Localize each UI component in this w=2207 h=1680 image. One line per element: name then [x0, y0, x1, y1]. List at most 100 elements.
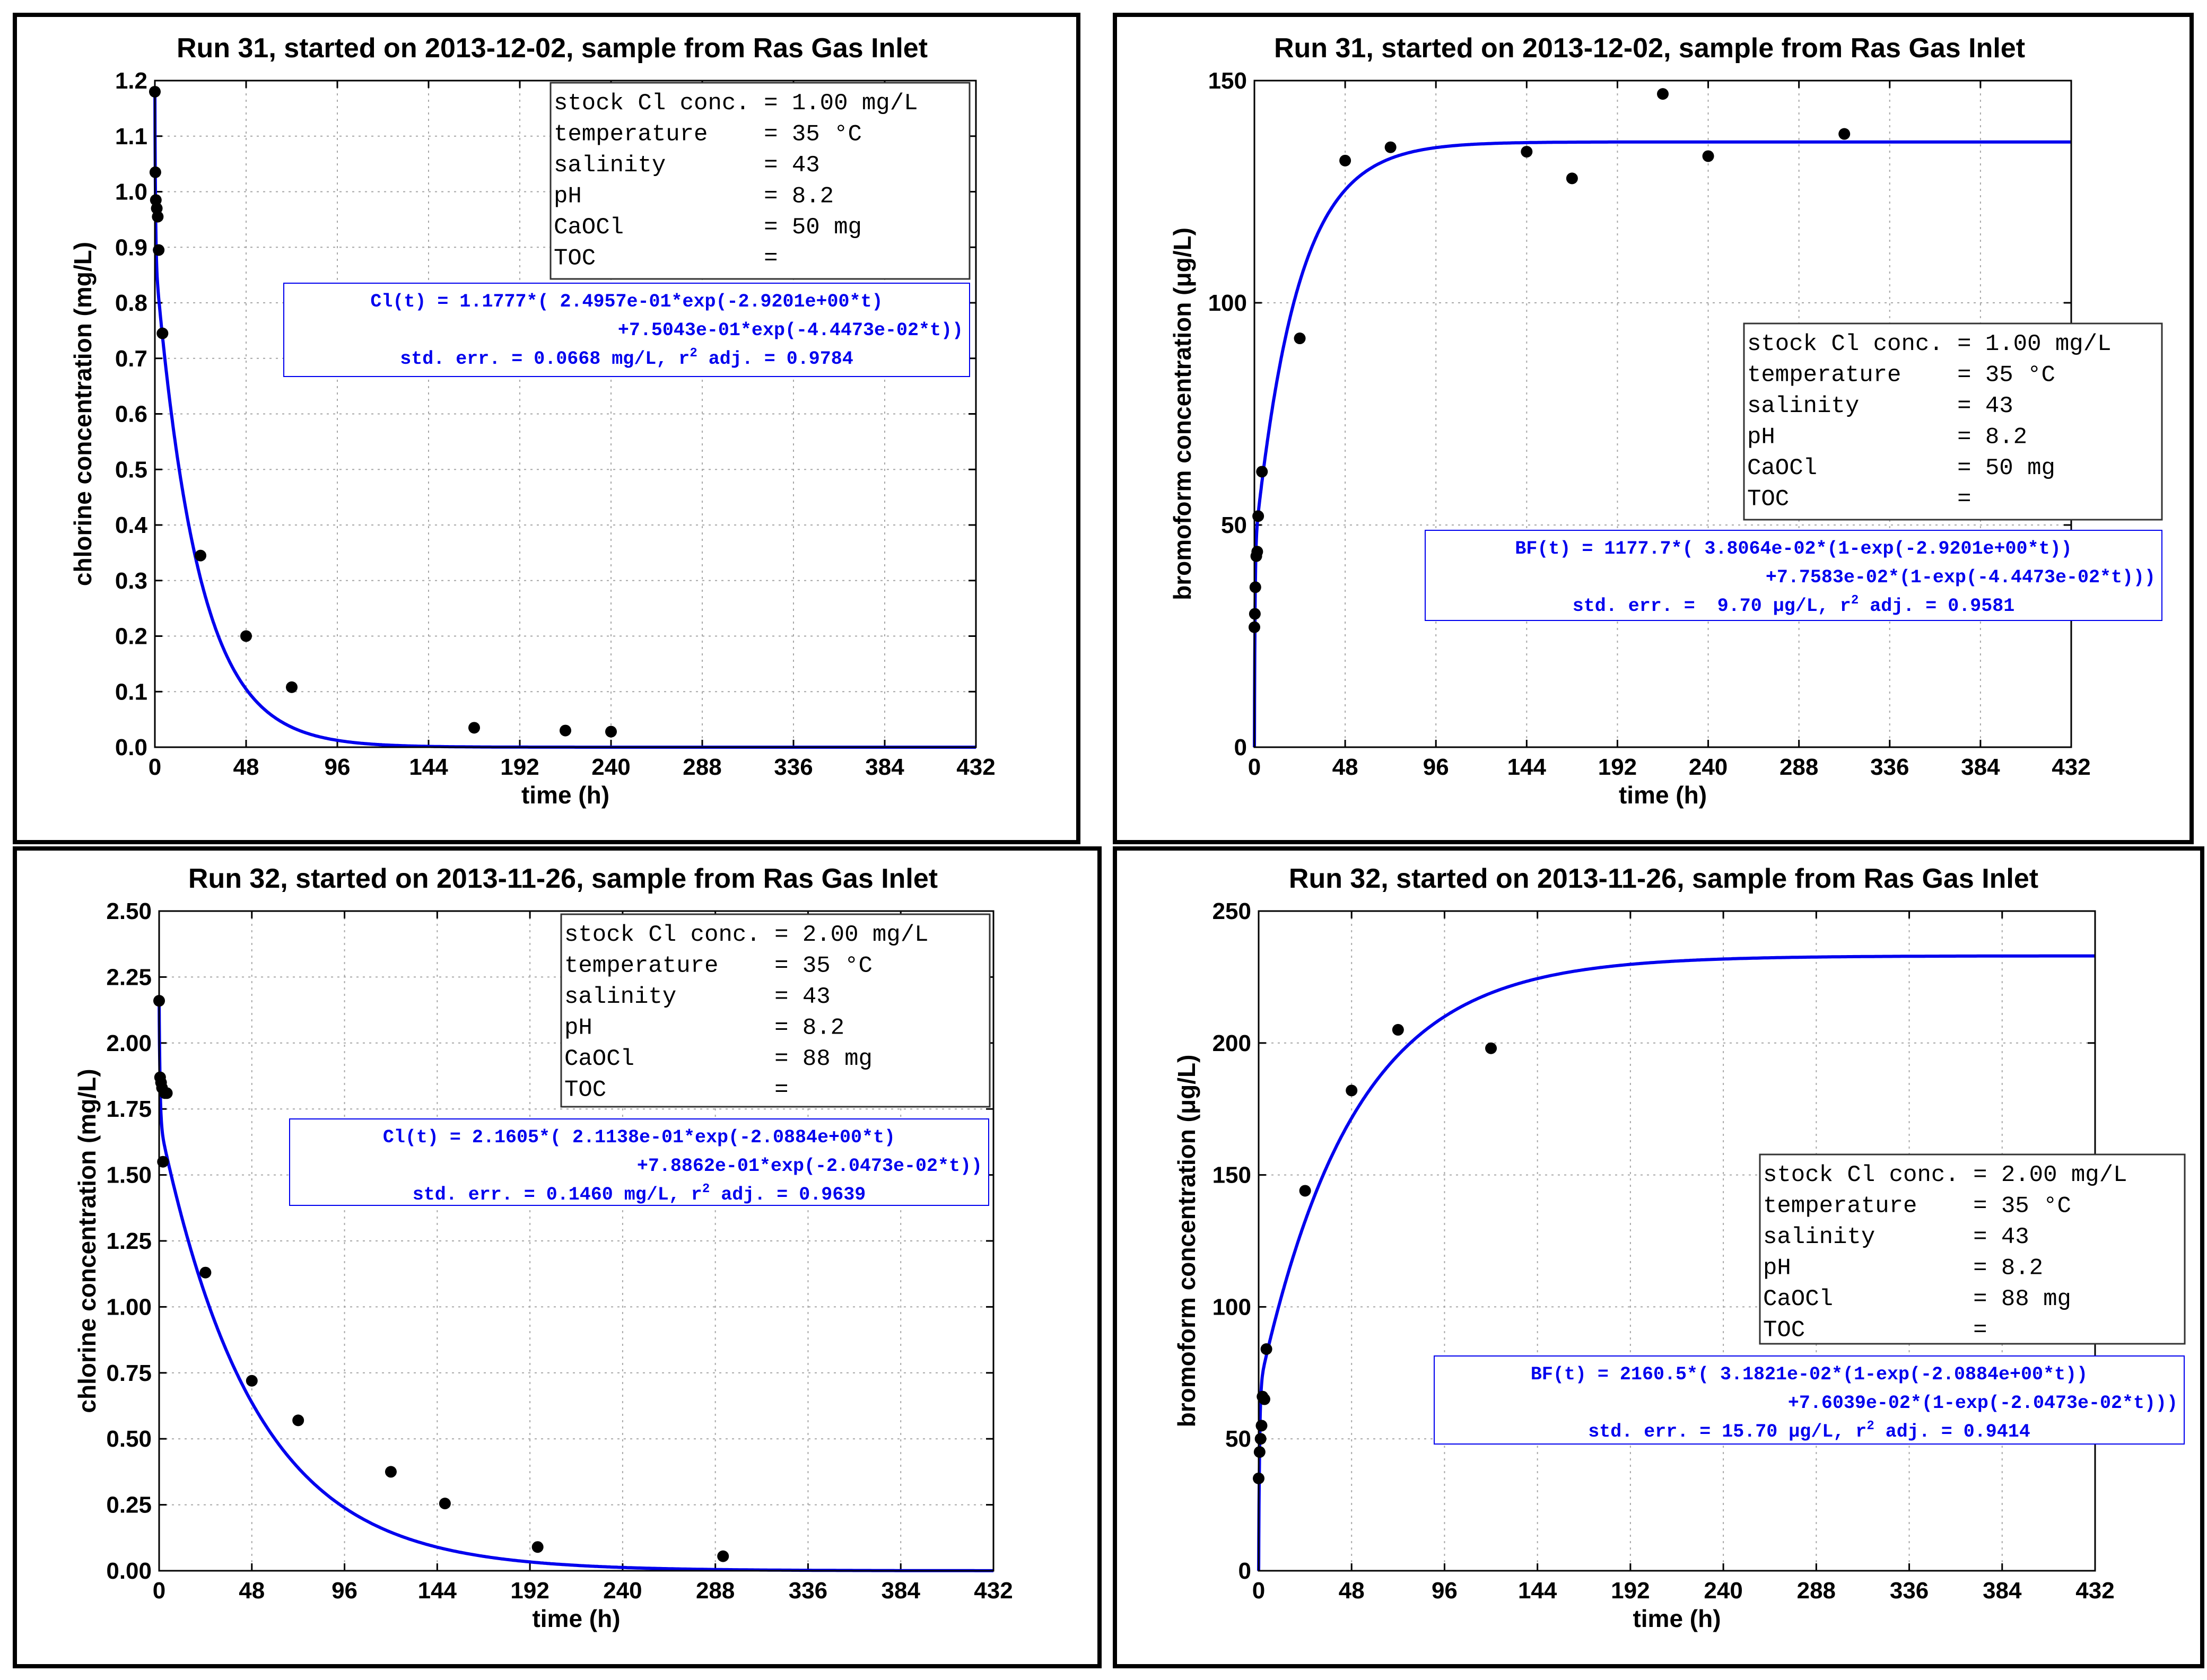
- fit-stats-line: std. err. = 15.70 μg/L, r2 adj. = 0.9414: [1588, 1419, 2030, 1442]
- y-axis-label: bromoform concentration (μg/L): [1173, 1055, 1200, 1428]
- data-point: [1702, 150, 1714, 162]
- info-line: TOC =: [564, 1077, 788, 1104]
- y-tick-label: 0.25: [106, 1492, 152, 1518]
- y-tick-label: 50: [1225, 1426, 1251, 1452]
- x-tick-label: 384: [1961, 754, 2000, 780]
- data-point: [1339, 154, 1351, 167]
- x-tick-label: 144: [1518, 1578, 1557, 1604]
- x-tick-label: 336: [1890, 1578, 1929, 1604]
- data-point: [292, 1414, 304, 1427]
- data-point: [1258, 1393, 1270, 1405]
- x-tick-label: 432: [956, 754, 995, 780]
- data-point: [195, 549, 206, 562]
- fit-curve: [1257, 954, 2095, 1571]
- x-tick-label: 48: [1332, 754, 1358, 780]
- panel-frame: [13, 846, 1102, 1668]
- info-box-frame: [560, 913, 991, 1108]
- info-line: temperature = 35 °C: [564, 953, 873, 979]
- y-tick-label: 1.00: [106, 1294, 152, 1320]
- x-tick-label: 96: [1432, 1578, 1458, 1604]
- y-tick-label: 2.25: [106, 964, 152, 990]
- chart-title: Run 31, started on 2013-12-02, sample fr…: [1274, 33, 2025, 64]
- info-line: stock Cl conc. = 2.00 mg/L: [564, 922, 929, 948]
- info-line: TOC =: [1763, 1317, 1987, 1344]
- x-tick-label: 432: [2052, 754, 2090, 780]
- info-line: pH = 8.2: [1763, 1255, 2043, 1282]
- x-tick-label: 48: [1339, 1578, 1365, 1604]
- x-tick-label: 192: [500, 754, 539, 780]
- fit-box-frame: [1425, 530, 2162, 621]
- experiment-info-box: stock Cl conc. = 1.00 mg/L temperature = …: [549, 82, 971, 280]
- y-tick-label: 2.50: [106, 898, 152, 924]
- data-point: [1251, 546, 1263, 558]
- data-point: [1392, 1023, 1404, 1036]
- fit-box-frame: [1434, 1355, 2185, 1445]
- fit-equation-line: +7.5043e-01*exp(-4.4473e-02*t)): [618, 320, 963, 341]
- info-line: CaOCl = 88 mg: [564, 1046, 873, 1072]
- fit-equation-box: BF(t) = 1177.7*( 3.8064e-02*(1-exp(-2.92…: [1425, 530, 2162, 621]
- fit-equation-line: Cl(t) = 1.1777*( 2.4957e-01*exp(-2.9201e…: [370, 291, 883, 312]
- x-axis-label: time (h): [521, 781, 609, 809]
- y-tick-label: 200: [1212, 1030, 1251, 1056]
- data-point: [605, 725, 617, 738]
- y-tick-label: 0.9: [115, 234, 147, 260]
- y-tick-label: 1.0: [115, 179, 147, 205]
- y-axis-label: bromoform concentration (μg/L): [1168, 228, 1196, 600]
- x-tick-label: 384: [882, 1578, 921, 1604]
- y-tick-label: 2.00: [106, 1030, 152, 1056]
- data-point: [1255, 1420, 1268, 1432]
- x-tick-label: 144: [418, 1578, 457, 1604]
- fit-equation-line: +7.6039e-02*(1-exp(-2.0473e-02*t))): [1788, 1393, 2178, 1414]
- y-tick-label: 0.0: [115, 734, 147, 760]
- x-tick-label: 288: [1779, 754, 1818, 780]
- y-tick-label: 1.50: [106, 1162, 152, 1188]
- fit-stats-line: std. err. = 0.0668 mg/L, r2 adj. = 0.978…: [400, 346, 853, 370]
- data-point: [1838, 128, 1851, 140]
- fit-box-frame: [283, 283, 970, 377]
- info-line: CaOCl = 88 mg: [1763, 1286, 2071, 1312]
- fit-equation-line: BF(t) = 2160.5*( 3.1821e-02*(1-exp(-2.08…: [1531, 1364, 2088, 1385]
- grid: [1259, 911, 2095, 1571]
- data-point: [152, 211, 164, 223]
- experiment-info-box: stock Cl conc. = 1.00 mg/L temperature = …: [1743, 322, 2163, 521]
- fit-stats-line: std. err. = 0.1460 mg/L, r2 adj. = 0.963…: [413, 1182, 866, 1205]
- y-axis-label: chlorine concentration (mg/L): [73, 1069, 101, 1413]
- measured-points: [153, 995, 729, 1562]
- fit-equation-box: Cl(t) = 2.1605*( 2.1138e-01*exp(-2.0884e…: [289, 1118, 989, 1206]
- y-axis-label: chlorine concentration (mg/L): [69, 242, 97, 586]
- info-box-frame: [549, 82, 971, 280]
- panel-frame: [1113, 846, 2204, 1668]
- chart-panel-4: 0 48 96 144 192 240 288 336 384 432 0 50 100 150 200 25…: [1113, 846, 2204, 1668]
- data-point: [161, 1087, 173, 1099]
- y-tick-label: 0.5: [115, 457, 147, 483]
- x-tick-label: 96: [1423, 754, 1449, 780]
- info-line: stock Cl conc. = 2.00 mg/L: [1763, 1162, 2127, 1188]
- x-tick-label: 192: [1598, 754, 1637, 780]
- x-tick-label: 336: [1870, 754, 1909, 780]
- fit-stats-line: std. err. = 9.70 μg/L, r2 adj. = 0.9581: [1573, 593, 2015, 617]
- x-tick-label: 288: [696, 1578, 735, 1604]
- fit-equation-line: Cl(t) = 2.1605*( 2.1138e-01*exp(-2.0884e…: [383, 1127, 895, 1148]
- data-point: [1294, 332, 1306, 345]
- data-point: [1485, 1042, 1497, 1054]
- info-box-frame: [1759, 1153, 2186, 1345]
- y-tick-label: 0.6: [115, 401, 147, 427]
- data-point: [439, 1498, 451, 1510]
- data-point: [1253, 1446, 1266, 1458]
- fit-equation-line: +7.7583e-02*(1-exp(-4.4473e-02*t))): [1766, 567, 2156, 588]
- fit-curve: [1253, 140, 2071, 748]
- data-point: [1346, 1084, 1358, 1097]
- chart-title: Run 32, started on 2013-11-26, sample fr…: [1289, 863, 2038, 894]
- info-line: CaOCl = 50 mg: [554, 214, 862, 241]
- x-tick-label: 0: [149, 754, 161, 780]
- chart-panel-2: 0 48 96 144 192 240 288 336 384 432 0 50 100 150 Run 3…: [1113, 13, 2194, 844]
- info-line: temperature = 35 °C: [1747, 362, 2055, 389]
- chart-title: Run 32, started on 2013-11-26, sample fr…: [188, 863, 938, 894]
- data-point: [1256, 466, 1268, 478]
- data-point: [199, 1266, 212, 1279]
- x-axis-label: time (h): [532, 1605, 620, 1632]
- data-point: [385, 1466, 397, 1478]
- x-tick-label: 288: [683, 754, 721, 780]
- info-line: pH = 8.2: [564, 1015, 844, 1042]
